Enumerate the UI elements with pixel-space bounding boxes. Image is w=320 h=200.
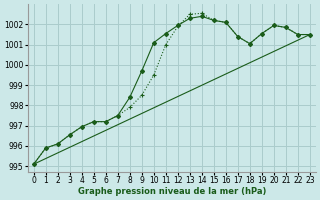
X-axis label: Graphe pression niveau de la mer (hPa): Graphe pression niveau de la mer (hPa) <box>77 187 266 196</box>
